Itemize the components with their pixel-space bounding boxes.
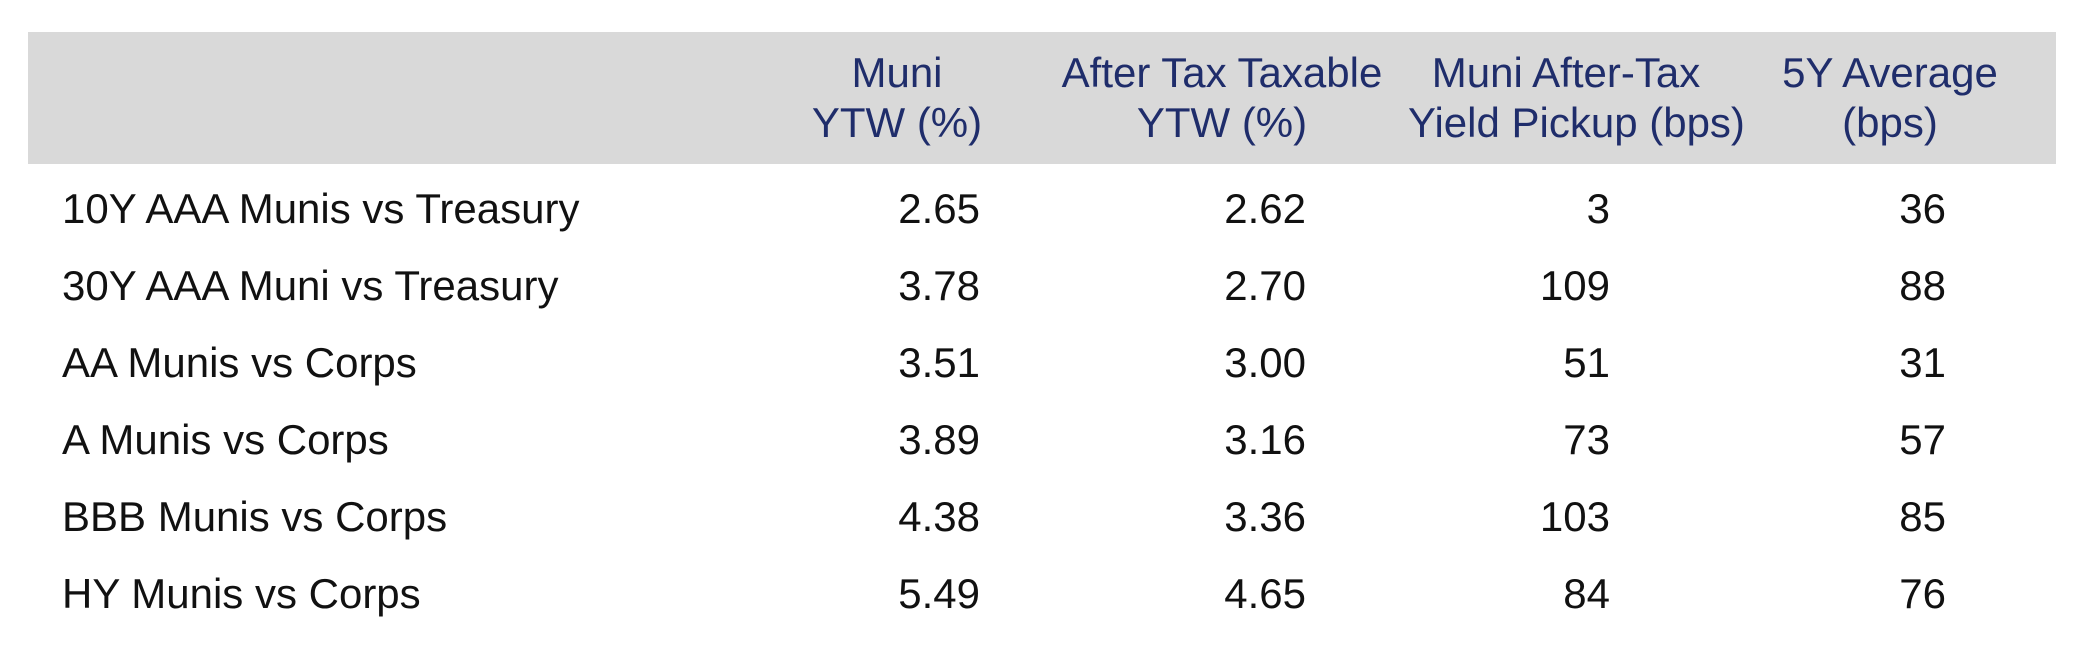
row-label: AA Munis vs Corps <box>62 338 417 386</box>
yield-comparison-table-container: Muni YTW (%) After Tax Taxable YTW (%) M… <box>28 32 2056 632</box>
yield-pickup-value: 51 <box>1563 338 1610 386</box>
header-row: Muni YTW (%) After Tax Taxable YTW (%) M… <box>28 32 2056 164</box>
muni-ytw-value: 2.65 <box>898 184 980 232</box>
table-row: BBB Munis vs Corps 4.38 3.36 103 85 <box>28 478 2056 555</box>
five-year-average-value: 85 <box>1899 492 1946 540</box>
muni-ytw-value: 4.38 <box>898 492 980 540</box>
table-row: A Munis vs Corps 3.89 3.16 73 57 <box>28 401 2056 478</box>
after-tax-taxable-ytw-value: 3.00 <box>1224 338 1306 386</box>
column-header-line: 5Y Average <box>1782 49 1998 96</box>
column-header-line: Muni After-Tax <box>1431 49 1701 96</box>
column-header-after-tax-taxable-ytw: After Tax Taxable YTW (%) <box>1036 32 1408 164</box>
row-label: HY Munis vs Corps <box>62 569 421 617</box>
header-blank-cell <box>28 32 758 164</box>
column-header-line: After Tax Taxable <box>1061 49 1383 96</box>
table-row: HY Munis vs Corps 5.49 4.65 84 76 <box>28 555 2056 632</box>
five-year-average-value: 57 <box>1899 415 1946 463</box>
column-header-line: YTW (%) <box>1136 99 1308 146</box>
five-year-average-value: 88 <box>1899 261 1946 309</box>
after-tax-taxable-ytw-value: 2.70 <box>1224 261 1306 309</box>
after-tax-taxable-ytw-value: 3.36 <box>1224 492 1306 540</box>
yield-comparison-table: Muni YTW (%) After Tax Taxable YTW (%) M… <box>28 32 2056 632</box>
column-header-line: Muni <box>851 49 943 96</box>
yield-pickup-value: 3 <box>1586 184 1610 232</box>
muni-ytw-value: 3.51 <box>898 338 980 386</box>
yield-pickup-value: 84 <box>1563 569 1610 617</box>
column-header-5y-average: 5Y Average (bps) <box>1724 32 2056 164</box>
muni-ytw-value: 5.49 <box>898 569 980 617</box>
table-row: 30Y AAA Muni vs Treasury 3.78 2.70 109 8… <box>28 247 2056 324</box>
row-label: A Munis vs Corps <box>62 415 389 463</box>
row-label: BBB Munis vs Corps <box>62 492 448 540</box>
five-year-average-value: 36 <box>1899 184 1946 232</box>
column-header-line: (bps) <box>1842 99 1938 146</box>
column-header-yield-pickup: Muni After-Tax Yield Pickup (bps) <box>1408 32 1745 164</box>
yield-pickup-value: 103 <box>1539 492 1610 540</box>
yield-pickup-value: 73 <box>1563 415 1610 463</box>
after-tax-taxable-ytw-value: 3.16 <box>1224 415 1306 463</box>
five-year-average-value: 31 <box>1899 338 1946 386</box>
after-tax-taxable-ytw-value: 2.62 <box>1224 184 1306 232</box>
table-row: AA Munis vs Corps 3.51 3.00 51 31 <box>28 324 2056 401</box>
after-tax-taxable-ytw-value: 4.65 <box>1224 569 1306 617</box>
five-year-average-value: 76 <box>1899 569 1946 617</box>
row-label: 30Y AAA Muni vs Treasury <box>62 261 559 309</box>
column-header-line: Yield Pickup (bps) <box>1408 99 1745 146</box>
column-header-muni-ytw: Muni YTW (%) <box>758 32 1036 164</box>
table-row: 10Y AAA Munis vs Treasury 2.65 2.62 3 36 <box>28 164 2056 247</box>
muni-ytw-value: 3.78 <box>898 261 980 309</box>
yield-pickup-value: 109 <box>1539 261 1610 309</box>
muni-ytw-value: 3.89 <box>898 415 980 463</box>
column-header-line: YTW (%) <box>811 99 983 146</box>
row-label: 10Y AAA Munis vs Treasury <box>62 184 580 232</box>
